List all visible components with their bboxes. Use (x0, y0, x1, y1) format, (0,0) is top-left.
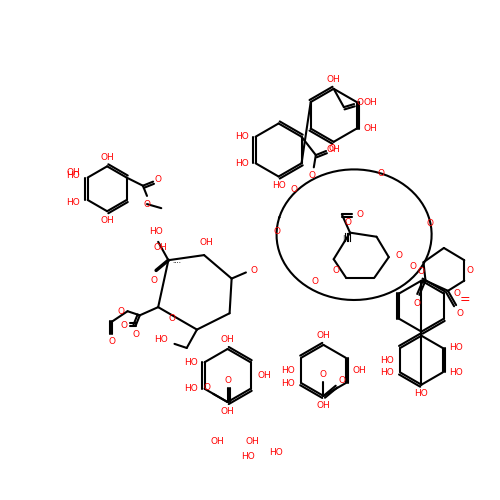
Text: O: O (320, 370, 327, 379)
Text: HO: HO (380, 368, 394, 377)
Text: HO: HO (66, 198, 80, 206)
Text: O: O (456, 309, 464, 318)
Text: O: O (414, 298, 421, 308)
Text: O: O (427, 219, 434, 228)
Text: O: O (144, 200, 150, 208)
Text: OH: OH (316, 400, 330, 409)
Text: O: O (308, 171, 316, 180)
Text: HO: HO (414, 390, 428, 398)
Text: O: O (454, 289, 460, 298)
Text: O: O (121, 321, 128, 330)
Text: HO: HO (154, 336, 168, 344)
Text: O: O (356, 210, 364, 219)
Text: O: O (273, 228, 280, 236)
Text: OH: OH (364, 124, 378, 133)
Text: O: O (418, 267, 425, 276)
Text: O: O (169, 314, 176, 323)
Text: O: O (377, 169, 384, 178)
Text: OH: OH (364, 98, 378, 106)
Text: O: O (410, 262, 417, 271)
Text: O: O (338, 376, 345, 385)
Text: OH: OH (100, 152, 114, 162)
Text: OH: OH (199, 238, 213, 248)
Text: O: O (118, 306, 125, 316)
Text: OH: OH (258, 371, 271, 380)
Text: OH: OH (220, 406, 234, 416)
Text: O: O (396, 250, 402, 260)
Text: HO: HO (281, 366, 294, 375)
Text: O: O (108, 338, 116, 346)
Text: =: = (460, 293, 470, 306)
Text: O: O (204, 384, 210, 392)
Text: OH: OH (352, 366, 366, 375)
Text: HO: HO (235, 159, 248, 168)
Text: O: O (328, 144, 336, 154)
Text: O: O (154, 175, 162, 184)
Text: OH: OH (327, 146, 340, 154)
Text: OH: OH (220, 336, 234, 344)
Text: |||: ||| (342, 236, 349, 242)
Text: O: O (356, 98, 364, 106)
Text: O: O (290, 186, 298, 194)
Text: HO: HO (149, 227, 163, 236)
Text: HO: HO (380, 356, 394, 364)
Text: O: O (312, 276, 319, 285)
Text: ····: ···· (172, 260, 181, 266)
Text: O: O (332, 266, 339, 275)
Text: O: O (344, 218, 352, 227)
Text: OH: OH (154, 244, 167, 252)
Text: HO: HO (235, 132, 248, 141)
Text: OH: OH (66, 168, 80, 177)
Text: HO: HO (449, 344, 463, 352)
Text: O: O (132, 330, 139, 339)
Text: HO: HO (184, 384, 198, 394)
Text: O: O (224, 376, 231, 385)
Text: OH: OH (316, 331, 330, 340)
Text: O: O (250, 266, 258, 275)
Text: OH: OH (327, 75, 340, 84)
Text: OH: OH (100, 216, 114, 225)
Text: HO: HO (268, 448, 282, 456)
Text: HO: HO (449, 368, 463, 377)
Text: HO: HO (241, 452, 255, 460)
Text: OH: OH (210, 438, 224, 446)
Text: OH: OH (245, 438, 259, 446)
Text: HO: HO (281, 378, 294, 388)
Text: O: O (467, 266, 474, 275)
Text: O: O (150, 276, 158, 285)
Text: HO: HO (66, 171, 80, 180)
Text: HO: HO (184, 358, 198, 366)
Text: HO: HO (272, 181, 285, 190)
